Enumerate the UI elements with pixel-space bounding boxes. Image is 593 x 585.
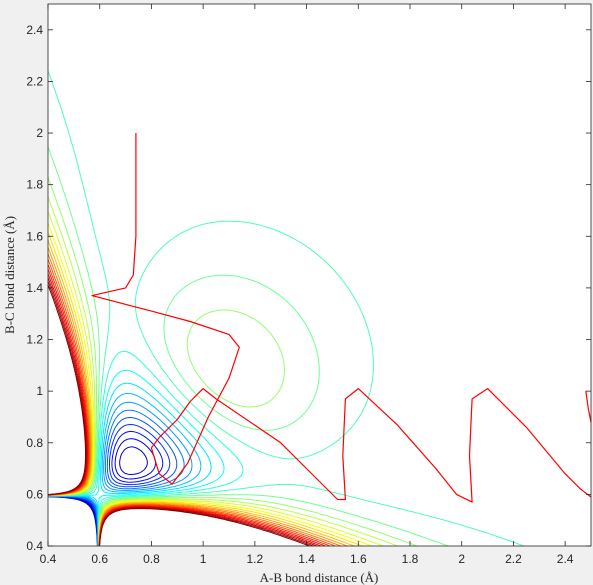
trajectory-line [91,133,592,503]
y-tick-label: 1.4 [26,281,43,295]
y-tick-label: 1 [36,384,43,398]
y-tick-label: 1.2 [26,333,43,347]
y-tick-label: 2.4 [26,23,43,37]
x-axis-ticks: 0.4 0.6 0.8 1 1.2 1.4 1.6 1.8 2 2.2 2.4 [40,4,574,566]
x-tick-label: 0.4 [40,552,57,566]
x-tick-label: 1.6 [350,552,367,566]
y-tick-label: 0.4 [26,539,43,553]
x-tick-label: 0.6 [91,552,108,566]
plot-area [48,4,591,546]
x-axis-label: A-B bond distance (Å) [260,570,379,585]
x-tick-label: 2 [458,552,465,566]
trajectory-line-edge [585,391,592,423]
x-tick-label: 1.2 [247,552,264,566]
y-axis-label: B-C bond distance (Å) [2,216,17,334]
x-tick-label: 1 [200,552,207,566]
y-axis-ticks: 0.4 0.6 0.8 1 1.2 1.4 1.6 1.8 2 2.2 2.4 [26,23,591,553]
y-tick-label: 1.6 [26,229,43,243]
x-tick-label: 1.4 [298,552,315,566]
y-tick-label: 1.8 [26,178,43,192]
x-tick-label: 0.8 [143,552,160,566]
trajectory [91,133,592,503]
x-tick-label: 1.8 [402,552,419,566]
y-tick-label: 2 [36,126,43,140]
y-tick-label: 0.8 [26,436,43,450]
x-tick-label: 2.2 [505,552,522,566]
axes-frame [47,3,592,547]
x-tick-label: 2.4 [557,552,574,566]
contour-lines [47,70,524,547]
y-tick-label: 2.2 [26,74,43,88]
y-tick-label: 0.6 [26,487,43,501]
